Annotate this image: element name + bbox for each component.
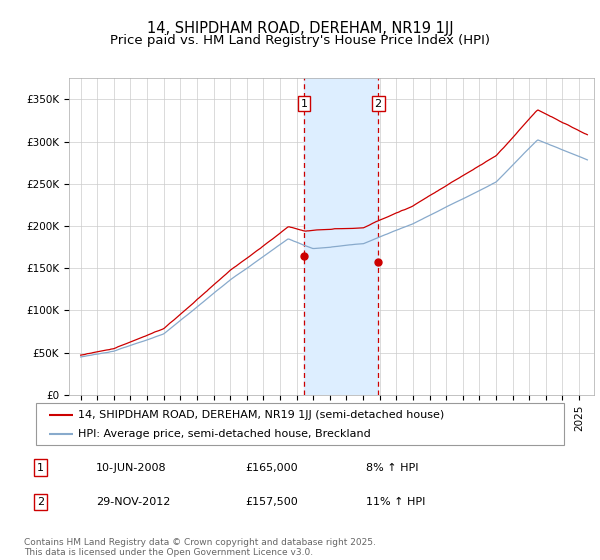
Text: 2: 2 <box>374 99 382 109</box>
Text: 14, SHIPDHAM ROAD, DEREHAM, NR19 1JJ (semi-detached house): 14, SHIPDHAM ROAD, DEREHAM, NR19 1JJ (se… <box>78 409 445 419</box>
Text: 8% ↑ HPI: 8% ↑ HPI <box>366 463 419 473</box>
Bar <box>304 78 378 395</box>
Text: 1: 1 <box>37 463 44 473</box>
Text: 2: 2 <box>37 497 44 507</box>
Text: £157,500: £157,500 <box>245 497 298 507</box>
FancyBboxPatch shape <box>36 403 564 445</box>
Text: 1: 1 <box>301 99 307 109</box>
Text: Contains HM Land Registry data © Crown copyright and database right 2025.
This d: Contains HM Land Registry data © Crown c… <box>24 538 376 557</box>
Text: 10-JUN-2008: 10-JUN-2008 <box>96 463 166 473</box>
Text: Price paid vs. HM Land Registry's House Price Index (HPI): Price paid vs. HM Land Registry's House … <box>110 34 490 46</box>
Text: 11% ↑ HPI: 11% ↑ HPI <box>366 497 425 507</box>
Text: 14, SHIPDHAM ROAD, DEREHAM, NR19 1JJ: 14, SHIPDHAM ROAD, DEREHAM, NR19 1JJ <box>146 21 454 36</box>
Text: 29-NOV-2012: 29-NOV-2012 <box>96 497 170 507</box>
Text: £165,000: £165,000 <box>245 463 298 473</box>
Text: HPI: Average price, semi-detached house, Breckland: HPI: Average price, semi-detached house,… <box>78 429 371 439</box>
